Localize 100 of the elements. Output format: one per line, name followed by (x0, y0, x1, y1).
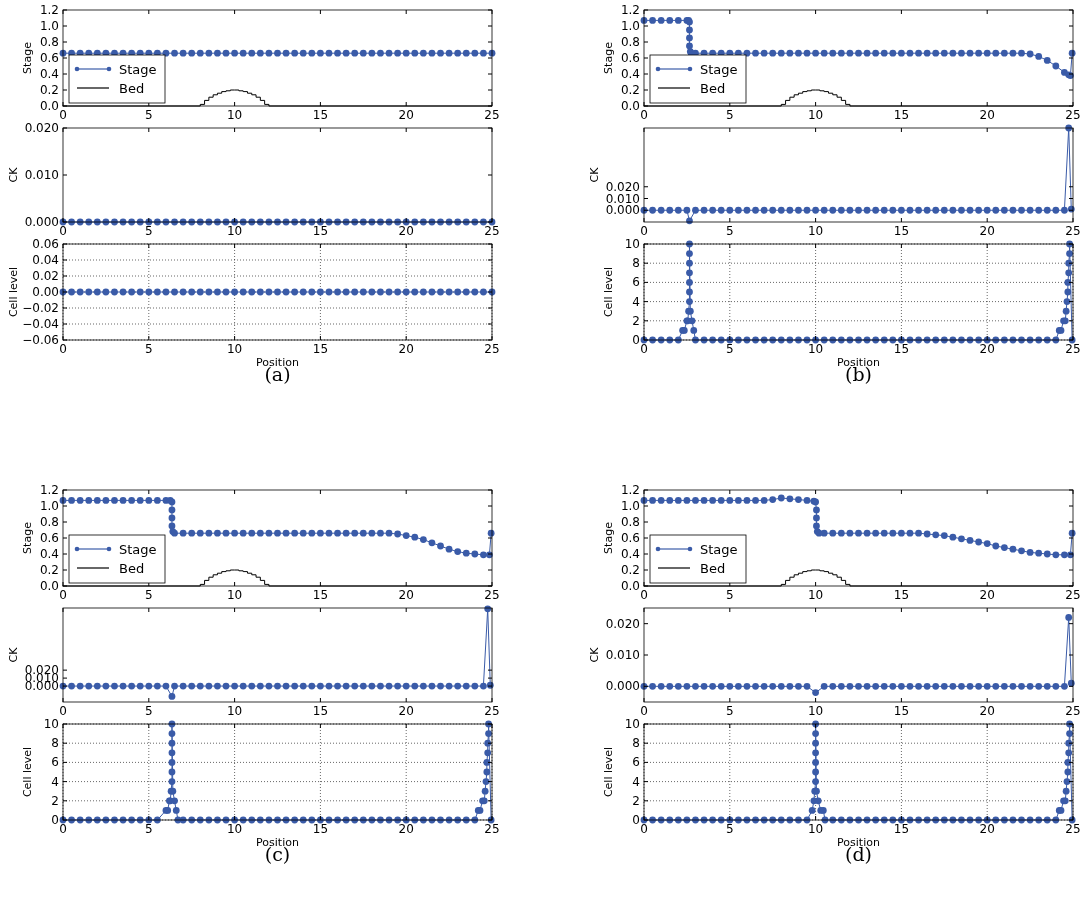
y-tick-label: 0 (632, 333, 640, 347)
x-tick-label: 10 (807, 588, 824, 602)
x-tick-label: 20 (979, 342, 995, 356)
x-tick-label: 20 (979, 588, 995, 602)
y-tick-label: 0.0 (620, 99, 640, 113)
y-tick-label: 1.2 (39, 3, 59, 17)
y-tick-label: 0.010 (605, 191, 640, 206)
x-tick-label: 5 (144, 822, 153, 836)
y-tick-label: 0.04 (32, 253, 59, 267)
y-tick-label: 6 (51, 755, 59, 770)
x-tick-label: 5 (725, 342, 734, 356)
x-tick-label: 25 (1065, 108, 1081, 122)
x-tick-label: 5 (725, 108, 734, 122)
x-tick-label: 5 (144, 588, 153, 602)
y-tick-label: 0.0 (39, 99, 59, 113)
y-tick-label: 0.6 (39, 531, 59, 545)
x-tick-label: 25 (1065, 224, 1081, 238)
x-tick-label: 10 (807, 342, 824, 356)
x-tick-label: 20 (979, 704, 995, 718)
x-tick-label: 5 (144, 704, 153, 718)
y-tick-label: 0.4 (620, 67, 640, 81)
y-tick-label: 0.2 (620, 83, 640, 97)
x-tick-label: 15 (312, 588, 329, 602)
x-tick-label: 15 (312, 108, 329, 122)
y-tick-label: −0.02 (22, 301, 59, 315)
y-axis-title: Cell level (7, 266, 20, 318)
y-tick-label: 0.8 (39, 35, 59, 49)
x-tick-label: 20 (398, 588, 414, 602)
y-axis-title: CK (588, 646, 601, 663)
x-tick-label: 15 (312, 822, 329, 836)
x-tick-label: 25 (484, 224, 500, 238)
x-tick-label: 25 (484, 588, 500, 602)
x-tick-label: 10 (807, 822, 824, 836)
x-tick-label: 10 (226, 224, 243, 238)
x-tick-label: 20 (398, 822, 414, 836)
x-tick-label: 25 (484, 704, 500, 718)
x-tick-label: 5 (725, 224, 734, 238)
y-tick-label: 0.8 (620, 35, 640, 49)
y-tick-label: 0.2 (39, 563, 59, 577)
x-tick-label: 15 (312, 224, 329, 238)
y-tick-label: 6 (632, 755, 640, 770)
y-tick-label: −0.04 (22, 317, 59, 331)
y-tick-label: 0.2 (620, 563, 640, 577)
x-tick-label: 15 (893, 588, 910, 602)
y-tick-label: 2 (51, 793, 59, 808)
y-tick-label: 2 (632, 313, 640, 328)
y-tick-label: 0.020 (605, 616, 640, 631)
y-tick-label: 0.000 (605, 203, 640, 218)
legend-label: Stage (700, 62, 738, 77)
y-axis-title: CK (7, 166, 20, 183)
y-tick-label: 0.6 (39, 51, 59, 65)
y-tick-label: 2 (632, 793, 640, 808)
y-tick-label: 0.0 (39, 579, 59, 593)
x-tick-label: 15 (893, 342, 910, 356)
x-tick-label: 10 (226, 822, 243, 836)
x-tick-label: 20 (398, 224, 414, 238)
y-tick-label: 0.4 (39, 67, 59, 81)
x-tick-label: 20 (979, 108, 995, 122)
x-tick-label: 5 (144, 224, 153, 238)
y-axis-title: Stage (21, 41, 34, 74)
x-tick-label: 15 (893, 224, 910, 238)
x-tick-label: 10 (807, 704, 824, 718)
y-tick-label: 0.020 (24, 121, 59, 135)
x-tick-label: 5 (144, 342, 153, 356)
y-tick-label: −0.06 (22, 333, 59, 347)
x-tick-label: 10 (226, 704, 243, 718)
y-tick-label: 10 (624, 717, 640, 731)
x-tick-label: 5 (725, 704, 734, 718)
x-tick-label: 10 (226, 342, 243, 356)
x-tick-label: 20 (979, 822, 995, 836)
y-axis-title: Cell level (21, 746, 34, 798)
y-tick-label: 10 (43, 717, 59, 731)
y-tick-label: 0.000 (605, 679, 640, 694)
y-tick-label: 1.0 (39, 19, 59, 33)
legend-label: Bed (700, 561, 726, 576)
x-tick-label: 20 (398, 704, 414, 718)
x-tick-label: 5 (725, 822, 734, 836)
y-axis-title: CK (7, 646, 20, 663)
legend-label: Bed (119, 81, 145, 96)
y-tick-label: 1.0 (620, 499, 640, 513)
y-tick-label: 0 (51, 813, 59, 827)
y-tick-label: 1.2 (620, 3, 640, 17)
x-tick-label: 25 (1065, 588, 1081, 602)
y-tick-label: 4 (51, 774, 59, 789)
y-tick-label: 0 (632, 813, 640, 827)
y-tick-label: 0.020 (605, 179, 640, 194)
x-tick-label: 25 (1065, 704, 1081, 718)
y-tick-label: 0.0 (620, 579, 640, 593)
y-tick-label: 0.4 (620, 547, 640, 561)
legend-label: Stage (119, 542, 157, 557)
x-tick-label: 15 (893, 704, 910, 718)
x-tick-label: 15 (893, 108, 910, 122)
y-tick-label: 0.010 (24, 168, 59, 182)
x-tick-label: 10 (807, 224, 824, 238)
legend-label: Stage (700, 542, 738, 557)
x-tick-label: 25 (484, 108, 500, 122)
y-axis-title: CK (588, 166, 601, 183)
y-tick-label: 1.2 (620, 483, 640, 497)
x-tick-label: 25 (1065, 342, 1081, 356)
x-tick-label: 5 (725, 588, 734, 602)
